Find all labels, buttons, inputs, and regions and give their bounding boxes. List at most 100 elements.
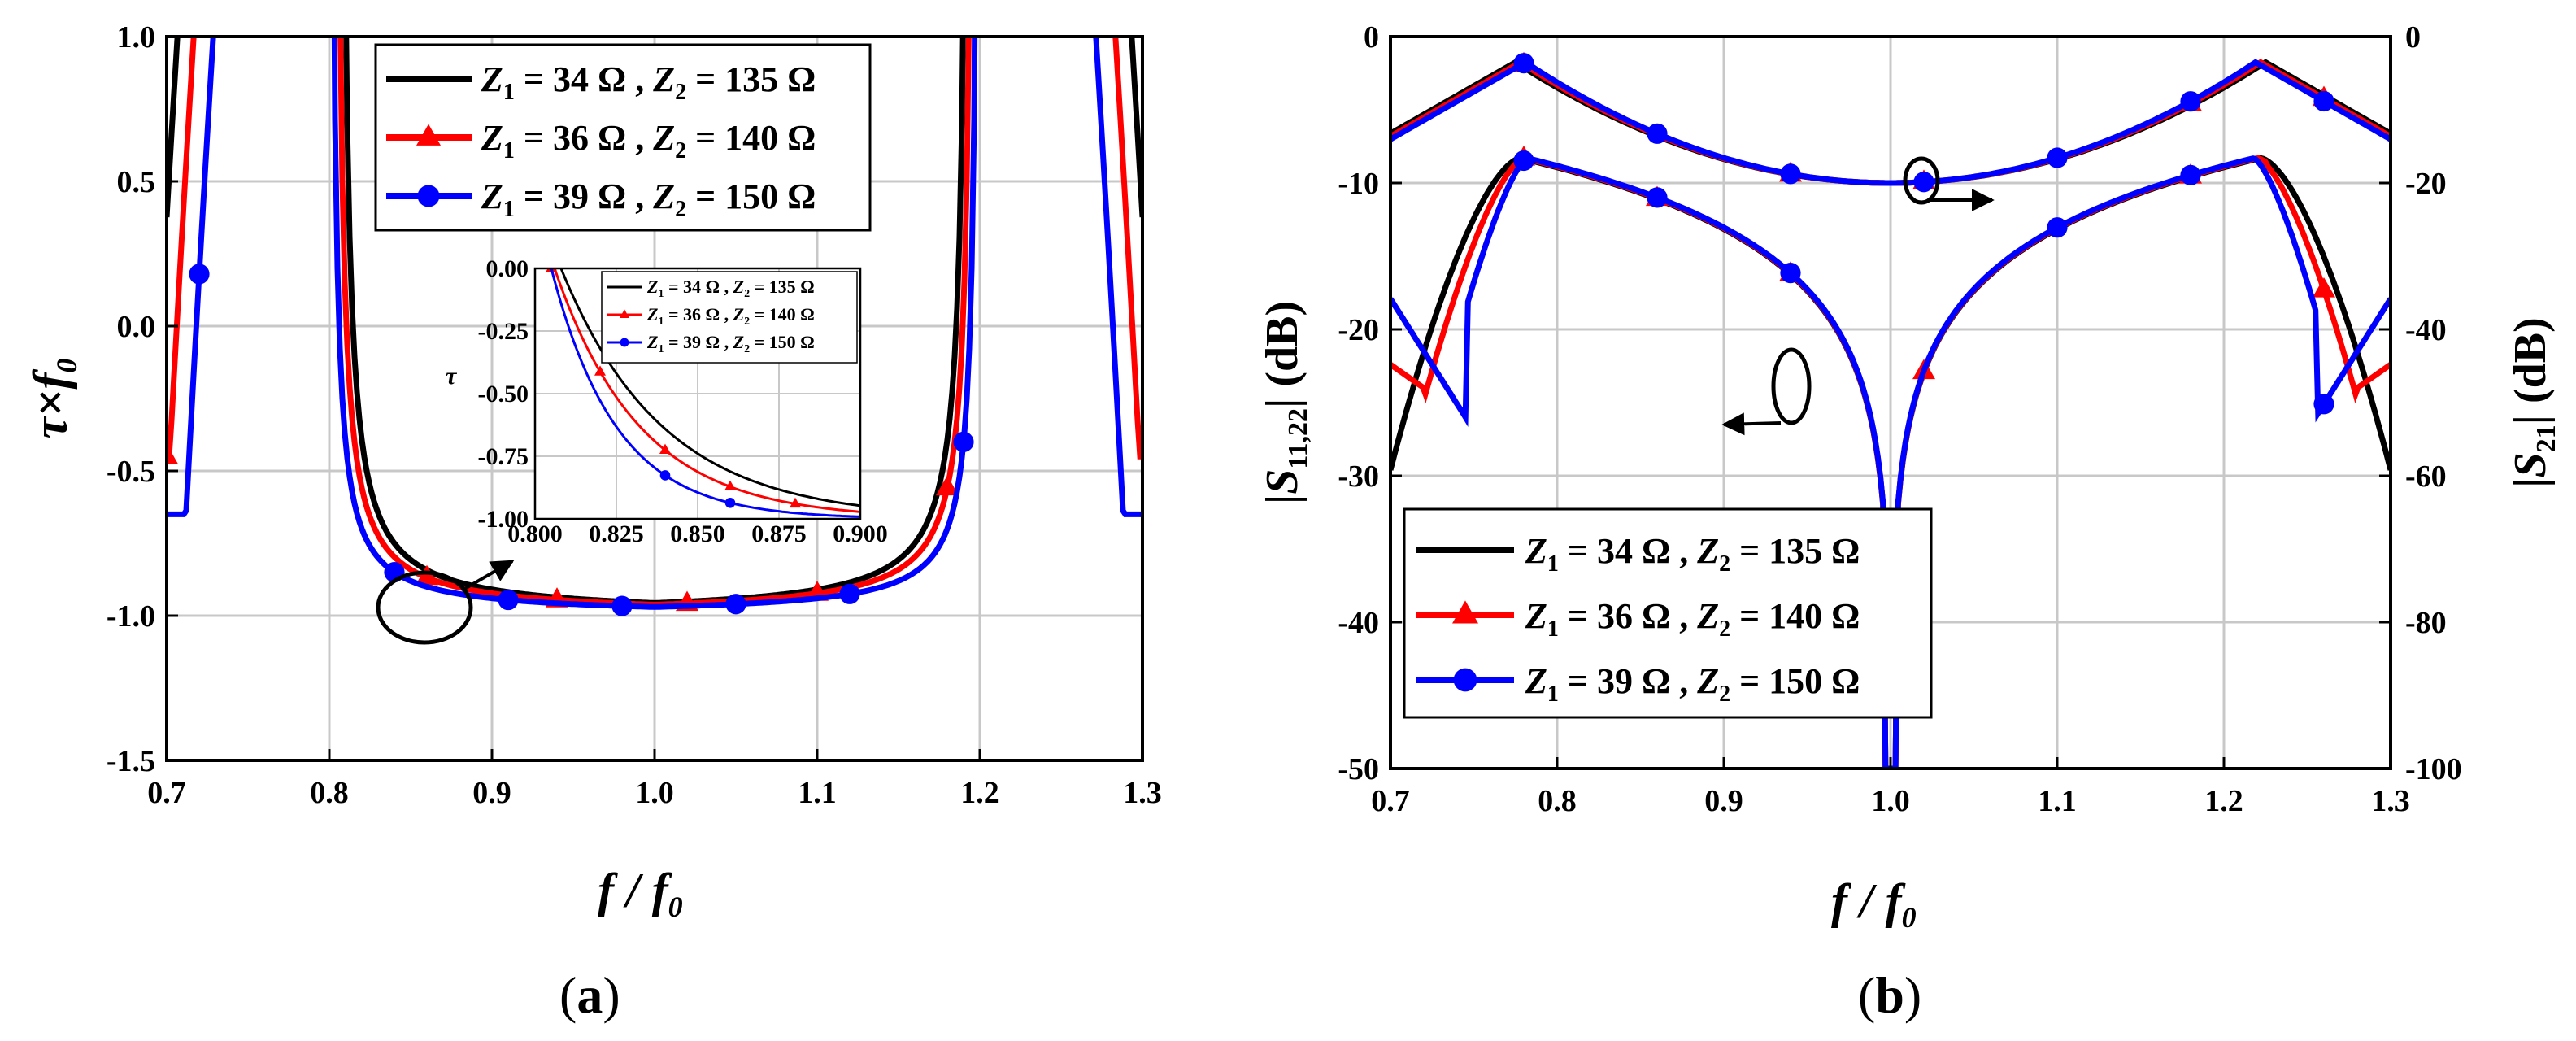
chart-b-series: [1390, 51, 2391, 769]
data-point: [416, 564, 438, 586]
inset-y-tick-label: 0.00: [486, 255, 529, 282]
inset-data-point: [594, 365, 606, 376]
x-tick-label: 1.3: [1123, 776, 1162, 810]
y-tick-label-left: 0: [1364, 20, 1379, 54]
data-point: [839, 583, 860, 604]
chart-a-legend: Z1 = 34 Ω , Z2 = 135 Ω Z1 = 36 Ω , Z2 = 1…: [374, 43, 872, 232]
chart-b-xlabel: f / f0: [1831, 874, 1917, 934]
y-tick-label-right: -60: [2405, 460, 2447, 494]
inset-data-point: [659, 443, 671, 455]
inset-ticks: 0.800 0.825 0.850 0.875 0.900 0.00 -0.25 -0.50 -…: [478, 255, 888, 547]
s21-line: [1390, 59, 2391, 186]
legend-marker: [1453, 668, 1477, 692]
chart-a-ylabel: τ×f0: [24, 359, 83, 439]
s11-data-point: [2313, 277, 2335, 298]
chart-a-inset: 0.800 0.825 0.850 0.875 0.900 0.00 -0.25 -0.50 -…: [446, 255, 888, 547]
data-point: [189, 264, 210, 285]
y-tick-label: 0.5: [117, 165, 156, 199]
y-tick-label-left: -50: [1338, 752, 1379, 786]
x-tick-label: 0.8: [310, 776, 349, 810]
y-tick-label-left: -20: [1338, 313, 1379, 347]
data-point: [611, 595, 633, 616]
legend-marker: [416, 124, 441, 146]
chart-b-ylabel-left: |S11,22| (dB): [1257, 301, 1313, 504]
x-tick-label: 0.7: [147, 776, 186, 810]
inset-x-tick-label: 0.900: [833, 520, 888, 547]
data-point: [953, 431, 974, 453]
legend-marker: [1452, 600, 1478, 624]
inset-data-point: [724, 480, 736, 491]
legend-label: Z1 = 34 Ω , Z2 = 135 Ω: [481, 59, 816, 105]
x-tick-label: 1.2: [2204, 784, 2243, 818]
x-tick-label: 0.8: [1538, 784, 1577, 818]
y-tick-label-left: -40: [1338, 606, 1379, 640]
y-tick-label-right: -40: [2405, 313, 2447, 347]
legend-label: Z1 = 39 Ω , Z2 = 150 Ω: [1525, 661, 1860, 707]
inset-y-tick-label: -0.75: [478, 443, 529, 470]
inset-series-line: [553, 268, 860, 513]
inset-legend-marker: [620, 309, 629, 318]
s21-data-point: [2047, 147, 2068, 168]
legend-marker: [417, 185, 440, 207]
y-tick-label-right: -100: [2405, 752, 2462, 786]
chart-a-ticks: 0.7 0.8 0.9 1.0 1.1 1.2 1.3 1.0 0.5 0.0 -0.5 -1.0 -1…: [107, 20, 1162, 810]
inset-series-line: [550, 268, 860, 518]
y-tick-label: -1.5: [107, 744, 155, 778]
x-tick-label: 0.9: [472, 776, 511, 810]
y-tick-label-left: -30: [1338, 460, 1379, 494]
x-tick-label: 1.3: [2371, 784, 2410, 818]
legend-label: Z1 = 36 Ω , Z2 = 140 Ω: [481, 118, 816, 163]
chart-b-ticks: 0.7 0.8 0.9 1.0 1.1 1.2 1.3 0 -10 -20 -30 -40 -50 0 -2…: [1338, 20, 2461, 818]
x-tick-label: 1.1: [2038, 784, 2077, 818]
chart-a-panel-label: (a): [559, 966, 620, 1024]
y-tick-label-right: -80: [2405, 606, 2447, 640]
inset-data-point: [724, 498, 736, 508]
y-tick-label: 1.0: [117, 20, 156, 54]
s11-data-point: [1780, 262, 1801, 284]
inset-frame: [533, 267, 862, 520]
inset-legend-marker: [620, 338, 629, 347]
y-tick-label-left: -10: [1338, 167, 1379, 201]
chart-b-s11-arrow: [1721, 412, 1782, 436]
y-tick-label: 0.0: [117, 310, 156, 344]
data-point: [498, 589, 519, 611]
y-tick-label: -1.0: [107, 599, 155, 634]
inset-series-line: [559, 268, 860, 507]
x-tick-label: 1.0: [635, 776, 674, 810]
chart-b-legend: Z1 = 34 Ω , Z2 = 135 Ω Z1 = 36 Ω , Z2 = 1…: [1403, 507, 1933, 719]
inset-x-tick-label: 0.825: [589, 520, 644, 547]
inset-legend-label: Z1 = 39 Ω , Z2 = 150 Ω: [646, 332, 815, 355]
inset-legend: Z1 = 34 Ω , Z2 = 135 Ω Z1 = 36 Ω , Z2 = 1…: [601, 271, 858, 364]
chart-b-panel-label: (b): [1858, 966, 1921, 1024]
legend-label: Z1 = 34 Ω , Z2 = 135 Ω: [1525, 531, 1860, 577]
s21-data-point: [2313, 90, 2334, 112]
s11-data-point: [1647, 187, 1668, 208]
y-tick-label-right: -20: [2405, 167, 2447, 201]
chart-a-xlabel: f / f0: [598, 864, 683, 923]
inset-legend-label: Z1 = 36 Ω , Z2 = 140 Ω: [646, 304, 815, 328]
y-tick-label: -0.5: [107, 455, 155, 489]
s11-data-point: [2047, 217, 2068, 238]
inset-y-tick-label: -0.25: [478, 318, 529, 345]
inset-y-tick-label: -1.00: [478, 506, 529, 533]
s21-data-point: [1780, 163, 1801, 185]
s11-line: [1390, 155, 2391, 769]
s21-data-point: [1913, 172, 1934, 193]
s11-data-point: [1513, 150, 1534, 172]
chart-a-series: [167, 37, 1142, 616]
s21-data-point: [1513, 53, 1534, 74]
chart-b: 0.7 0.8 0.9 1.0 1.1 1.2 1.3 0 -10 -20 -30 -40 -50 0 -2…: [1257, 20, 2561, 1024]
chart-a-zoom-arrow: [460, 560, 515, 592]
legend-label: Z1 = 39 Ω , Z2 = 150 Ω: [481, 176, 816, 222]
x-tick-label: 0.7: [1371, 784, 1410, 818]
inset-x-tick-label: 0.800: [507, 520, 563, 547]
inset-x-tick-label: 0.875: [751, 520, 807, 547]
s11-data-point: [2313, 394, 2334, 415]
chart-a-zoom-ellipse: [376, 570, 473, 645]
x-tick-label: 1.0: [1871, 784, 1910, 818]
inset-y-tick-label: -0.50: [478, 381, 529, 407]
data-point: [936, 475, 959, 496]
data-point: [725, 594, 746, 615]
chart-b-ylabel-right: |S21| (dB): [2505, 317, 2561, 488]
